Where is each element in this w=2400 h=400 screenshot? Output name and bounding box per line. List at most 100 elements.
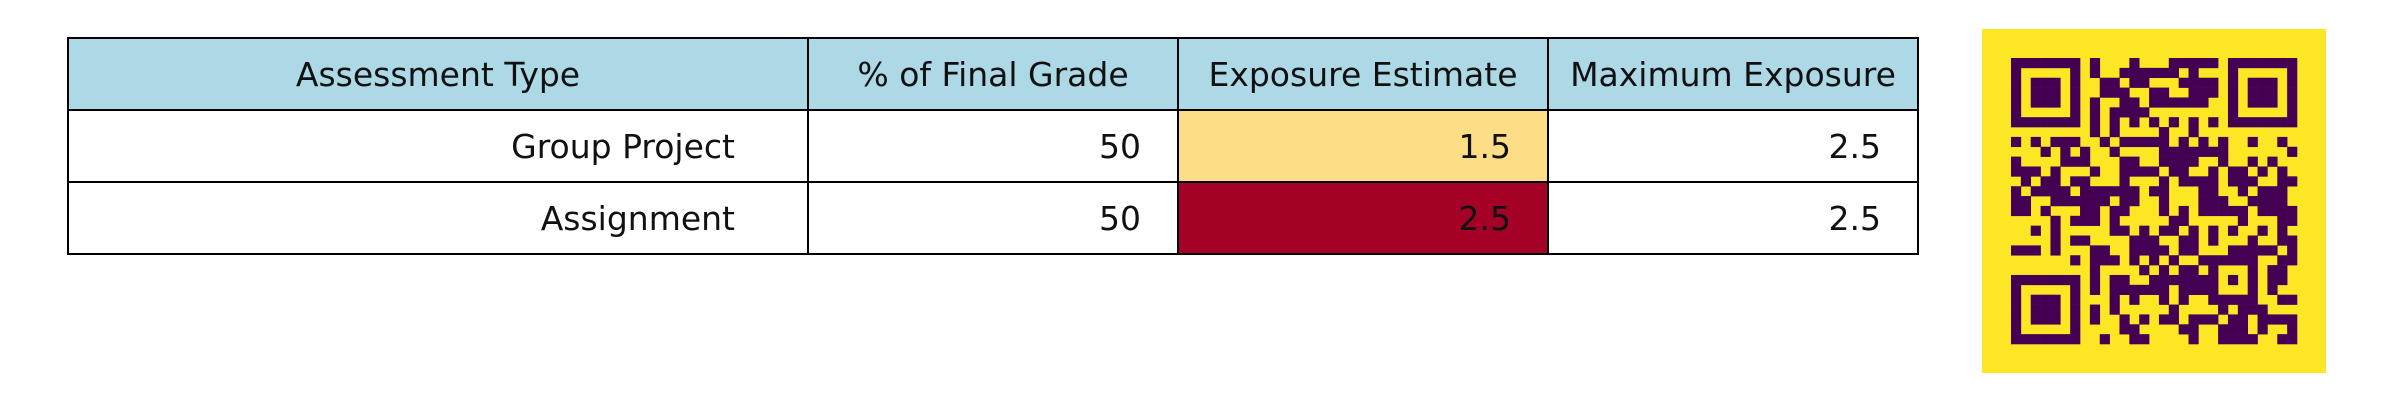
qr-module [2188, 225, 2199, 236]
qr-module [2011, 67, 2022, 79]
qr-module [2188, 77, 2199, 88]
qr-module [2119, 205, 2130, 217]
cell-exposure-estimate: 2.5 [1177, 181, 1549, 255]
qr-module [2208, 186, 2219, 197]
qr-module [2198, 87, 2209, 98]
qr-module [2208, 166, 2219, 177]
qr-module [2060, 58, 2071, 69]
qr-module [2287, 255, 2298, 266]
qr-module [2237, 334, 2248, 345]
qr-module [2089, 117, 2101, 128]
qr-module [2267, 117, 2278, 128]
qr-module [2168, 117, 2179, 128]
qr-module [2287, 324, 2298, 335]
exposure-table: Assessment Type % of Final Grade Exposur… [67, 37, 1919, 255]
qr-module [2129, 156, 2140, 167]
qr-module [2070, 274, 2081, 286]
qr-module [2267, 196, 2278, 207]
qr-module [2011, 314, 2022, 325]
qr-module [2198, 284, 2209, 295]
qr-module [2050, 186, 2061, 197]
qr-module [2198, 255, 2209, 266]
qr-module [2257, 245, 2268, 256]
qr-module [2060, 156, 2071, 167]
qr-module [2208, 117, 2219, 128]
qr-module [2129, 67, 2140, 79]
qr-module [2227, 97, 2239, 108]
qr-module [2119, 156, 2130, 167]
qr-module [2050, 117, 2061, 128]
qr-module [2109, 77, 2120, 88]
qr-module [2119, 225, 2130, 236]
qr-module [2080, 196, 2091, 207]
qr-module [2060, 136, 2071, 148]
qr-module [2139, 67, 2150, 79]
qr-module [2227, 225, 2239, 236]
qr-module [2011, 136, 2022, 148]
qr-module [2287, 87, 2298, 98]
qr-module [2089, 255, 2101, 266]
qr-module [2267, 265, 2278, 276]
qr-module [2020, 166, 2032, 177]
qr-module [2227, 274, 2239, 286]
qr-module [2109, 294, 2120, 305]
qr-module [2099, 196, 2110, 207]
qr-module [2080, 205, 2091, 217]
qr-module [2070, 294, 2081, 305]
qr-module [2030, 117, 2041, 128]
qr-module [2109, 205, 2120, 217]
qr-module [2149, 255, 2160, 266]
qr-module [2011, 77, 2022, 88]
qr-module [2119, 324, 2130, 335]
qr-module [2129, 136, 2140, 148]
qr-module [2030, 58, 2041, 69]
qr-module [2040, 304, 2051, 315]
qr-module [2030, 294, 2041, 305]
qr-module [2020, 196, 2032, 207]
qr-module [2267, 97, 2278, 108]
qr-module [2040, 176, 2051, 187]
cell-assessment-type: Group Project [67, 109, 809, 183]
qr-module [2030, 97, 2041, 108]
qr-module [2267, 274, 2278, 286]
qr-module [2011, 186, 2022, 197]
qr-module [2247, 58, 2258, 69]
qr-module [2119, 97, 2130, 108]
qr-module [2257, 58, 2268, 69]
qr-module [2237, 58, 2248, 69]
qr-module [2237, 304, 2248, 315]
qr-module [2089, 127, 2101, 138]
qr-module [2168, 225, 2179, 236]
qr-module [2277, 58, 2288, 69]
qr-module [2050, 136, 2061, 148]
qr-module [2267, 58, 2278, 69]
qr-module [2129, 97, 2140, 108]
qr-module [2277, 294, 2288, 305]
qr-module [2208, 87, 2219, 98]
qr-module [2277, 255, 2288, 266]
qr-module [2030, 245, 2041, 256]
qr-module [2109, 274, 2120, 286]
qr-module [2089, 205, 2101, 217]
qr-module [2129, 196, 2140, 207]
qr-module [2040, 334, 2051, 345]
qr-module [2267, 87, 2278, 98]
qr-module [2287, 146, 2298, 157]
qr-module [2208, 205, 2219, 217]
qr-module [2070, 215, 2081, 226]
qr-module [2257, 314, 2268, 325]
qr-module [2099, 77, 2110, 88]
qr-module [2099, 255, 2110, 266]
qr-module [2139, 265, 2150, 276]
qr-module [2257, 186, 2268, 197]
qr-module [2257, 304, 2268, 315]
qr-module [2129, 186, 2140, 197]
qr-module [2188, 146, 2199, 157]
qr-module [2070, 176, 2081, 187]
qr-module [2050, 77, 2061, 88]
table-row: Assignment 50 2.5 2.5 [67, 181, 1919, 255]
qr-module [2208, 294, 2219, 305]
qr-module [2158, 314, 2170, 325]
qr-module [2198, 314, 2209, 325]
qr-module [2188, 265, 2199, 276]
